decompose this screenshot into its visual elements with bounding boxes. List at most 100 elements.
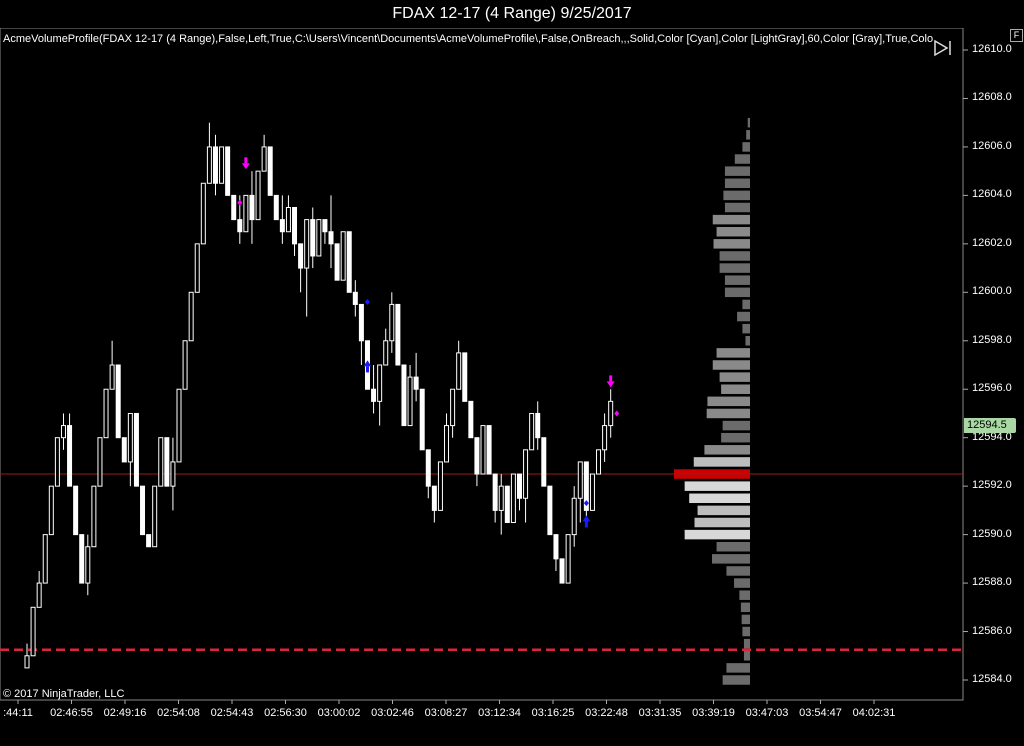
candle-body xyxy=(377,364,383,402)
play-skip-icon[interactable] xyxy=(932,38,956,58)
volume-profile-bar xyxy=(726,566,750,576)
candle xyxy=(328,195,334,269)
volume-profile-bar xyxy=(712,214,750,225)
candle xyxy=(553,534,559,571)
candle xyxy=(85,534,91,596)
candle-body xyxy=(140,485,146,536)
candle-body xyxy=(158,437,164,487)
volume-profile-bar xyxy=(716,226,750,237)
candle xyxy=(103,388,109,439)
price-tick-label: 12588.0 xyxy=(972,576,1012,589)
candle xyxy=(516,473,522,511)
time-tick-label: 03:31:35 xyxy=(638,707,682,719)
candle xyxy=(146,534,152,548)
candle-body xyxy=(91,485,97,548)
candle-body xyxy=(407,376,413,427)
candle xyxy=(285,195,291,233)
candle xyxy=(486,425,492,475)
time-tick-label: 02:56:30 xyxy=(264,707,307,719)
candle-body xyxy=(219,146,225,184)
candle-body xyxy=(608,400,614,427)
candle-body xyxy=(279,219,285,233)
candle xyxy=(419,388,425,451)
volume-profile-bar xyxy=(742,142,750,152)
candle-body xyxy=(304,219,310,269)
price-tick-label: 12606.0 xyxy=(972,139,1012,152)
candle-body xyxy=(273,194,279,221)
price-tick-label: 12590.0 xyxy=(972,527,1012,540)
volume-profile-bar xyxy=(684,529,750,540)
candle xyxy=(383,328,389,366)
up-arrow-marker xyxy=(365,366,369,373)
price-tick-label: 12608.0 xyxy=(972,91,1012,104)
last-price-tag: 12594.5 xyxy=(964,417,1016,433)
candle xyxy=(358,303,364,365)
copyright-text: © 2017 NinjaTrader, LLC xyxy=(3,688,125,700)
candle-body xyxy=(200,182,206,245)
chart-panel[interactable] xyxy=(0,28,1024,746)
candle xyxy=(36,570,42,608)
price-tick-label: 12602.0 xyxy=(972,236,1012,249)
volume-profile-bar xyxy=(719,372,750,382)
price-chart[interactable] xyxy=(0,28,1024,746)
candle-body xyxy=(115,364,121,439)
candle xyxy=(91,485,97,548)
candle xyxy=(206,122,212,184)
candle xyxy=(437,461,443,511)
candle xyxy=(559,558,565,584)
time-tick-label: 03:02:46 xyxy=(371,707,414,719)
volume-profile-bar xyxy=(734,154,750,164)
candle xyxy=(450,388,456,438)
candle xyxy=(304,219,310,317)
candle-body xyxy=(358,303,364,342)
candle-body xyxy=(480,425,486,475)
candle-body xyxy=(109,364,115,390)
up-arrow-marker xyxy=(363,360,372,367)
candle xyxy=(401,364,407,427)
volume-profile-bar xyxy=(723,190,750,201)
time-tick-label: :44:11 xyxy=(3,707,33,719)
volume-profile-bar xyxy=(716,348,750,358)
candle-body xyxy=(127,412,133,463)
candle-body xyxy=(468,400,474,439)
plot-area[interactable] xyxy=(0,28,964,701)
candle-body xyxy=(170,461,176,487)
candle-body xyxy=(602,425,608,451)
signal-markers xyxy=(237,157,620,528)
candle xyxy=(279,195,285,244)
time-tick-label: 03:22:48 xyxy=(585,707,628,719)
price-tick-label: 12610.0 xyxy=(972,43,1012,55)
candle xyxy=(273,194,279,221)
volume-profile-bar xyxy=(716,541,750,552)
candle xyxy=(480,425,486,475)
volume-profile-bar xyxy=(693,457,750,467)
candle xyxy=(182,340,188,390)
indicator-label[interactable]: AcmeVolumeProfile(FDAX 12-17 (4 Range),F… xyxy=(3,33,934,45)
time-tick-label: 03:12:34 xyxy=(478,707,521,719)
candle xyxy=(389,292,395,353)
candle-body xyxy=(516,473,522,499)
candle-body xyxy=(413,376,419,390)
candle-body xyxy=(316,219,322,257)
volume-profile-bar xyxy=(707,396,750,407)
time-tick-label: 04:02:31 xyxy=(852,707,896,719)
down-arrow-marker xyxy=(606,381,615,388)
candle xyxy=(352,280,358,317)
f-button[interactable]: F xyxy=(1010,29,1023,42)
candle xyxy=(334,243,340,281)
candle-body xyxy=(328,231,334,245)
candle xyxy=(298,243,304,293)
candle xyxy=(571,486,577,547)
candle-body xyxy=(389,303,395,342)
candle-body xyxy=(371,388,377,402)
volume-profile-bar xyxy=(724,166,750,176)
candle-body xyxy=(462,352,468,402)
candle-body xyxy=(194,243,200,293)
candle-body xyxy=(589,473,595,511)
price-tick-label: 12598.0 xyxy=(972,333,1012,346)
volume-profile xyxy=(674,117,750,685)
candle-body xyxy=(176,388,182,463)
candle-body xyxy=(164,437,170,487)
candle-body xyxy=(73,485,79,536)
candle xyxy=(529,412,535,451)
